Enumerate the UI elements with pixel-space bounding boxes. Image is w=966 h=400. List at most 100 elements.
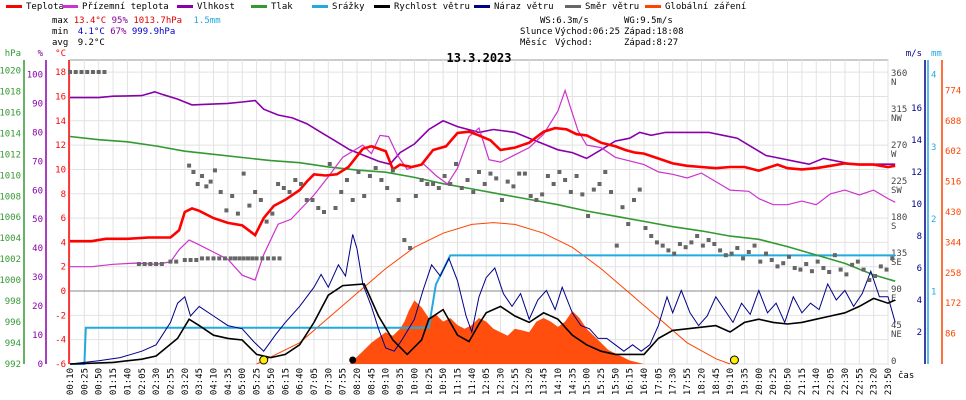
rad-axis-tick: 688 bbox=[945, 117, 961, 127]
wind-dir-point bbox=[322, 210, 327, 214]
stats-min-row: min 4.1°C 67% 999.9hPa bbox=[52, 27, 175, 38]
series-ground-temp bbox=[70, 88, 896, 281]
wind-dir-point bbox=[654, 240, 659, 245]
wind-dir-point bbox=[102, 70, 107, 74]
dir-tick-label: S bbox=[891, 222, 896, 232]
wind-dir-point bbox=[96, 70, 101, 74]
wind-dir-point bbox=[477, 170, 481, 174]
wind-dir-point bbox=[385, 186, 390, 190]
wind-dir-point bbox=[700, 243, 705, 248]
mesic-label: Měsíc bbox=[520, 38, 548, 48]
wind-dir-point bbox=[568, 190, 573, 194]
dir-tick: 270 bbox=[891, 141, 907, 151]
wind-dir-point bbox=[838, 267, 843, 272]
wind-dir-point bbox=[431, 182, 436, 186]
legend-swatch bbox=[645, 5, 661, 8]
wind-dir-point bbox=[68, 70, 72, 74]
plot-frame bbox=[69, 59, 889, 365]
legend-label: Vlhkost bbox=[197, 2, 235, 12]
wind-dir-point bbox=[752, 243, 757, 248]
x-tick: 02:30 bbox=[152, 368, 162, 395]
wind-dir-point bbox=[488, 171, 493, 176]
dir-tick-label: SW bbox=[891, 186, 902, 196]
wind-dir-point bbox=[188, 258, 193, 262]
wind-dir-point bbox=[591, 187, 596, 192]
stats-min-temp: 4.1°C bbox=[77, 27, 105, 37]
wind-dir-point bbox=[683, 245, 688, 250]
legend-swatch bbox=[177, 5, 193, 8]
wind-dir-point bbox=[821, 266, 826, 270]
wind-dir-point bbox=[844, 272, 849, 277]
wind-dir-point bbox=[448, 182, 453, 186]
wind-dir-point bbox=[620, 205, 625, 210]
wind-dir-point bbox=[798, 267, 803, 272]
wind-dir-point bbox=[614, 243, 619, 248]
hpa-axis-tick: 1000 bbox=[0, 276, 21, 286]
wind-dir-point bbox=[890, 256, 895, 261]
legend: Teplota Přízemní teplota Vlhkost Tlak Srážky… bbox=[0, 0, 966, 14]
pct-axis-tick: 0 bbox=[38, 360, 43, 370]
x-tick: 06:40 bbox=[296, 368, 306, 395]
x-tick: 20:25 bbox=[769, 368, 779, 395]
legend-item-2: Vlhkost bbox=[177, 2, 235, 12]
stats-max-rain: 1.5mm bbox=[193, 16, 221, 26]
hpa-axis-tick: 992 bbox=[5, 360, 21, 370]
hpa-axis-tick: 1020 bbox=[0, 66, 21, 76]
hpa-axis-tick: 1014 bbox=[0, 129, 21, 139]
temp-axis-tick: 16 bbox=[55, 92, 66, 102]
wind-dir-point bbox=[597, 182, 602, 186]
wind-dir-point bbox=[454, 162, 459, 166]
x-tick: 05:00 bbox=[238, 368, 248, 395]
wind-dir-point bbox=[228, 256, 233, 261]
wind-dir-point bbox=[850, 262, 855, 267]
wind-dir-point bbox=[660, 243, 665, 248]
wind-dir-point bbox=[631, 198, 636, 202]
ms-axis-unit: m/s bbox=[906, 49, 922, 59]
wind-dir-point bbox=[250, 256, 255, 261]
wind-dir-point bbox=[333, 206, 338, 210]
x-tick: 05:50 bbox=[267, 368, 277, 395]
x-tick: 14:10 bbox=[554, 368, 564, 395]
temp-axis-tick: -4 bbox=[55, 336, 66, 346]
stats-min-hum: 67% bbox=[110, 27, 127, 37]
slunce-vychod: Východ:06:25 bbox=[555, 27, 621, 37]
x-tick: 12:55 bbox=[511, 368, 521, 395]
wg-text: WG:9.5m/s bbox=[624, 16, 673, 26]
mm-axis-tick: 3 bbox=[931, 143, 936, 153]
stats-max-temp: 13.4°C bbox=[73, 16, 107, 26]
legend-item-4: Srážky bbox=[312, 2, 365, 12]
wind-dir-point bbox=[194, 258, 199, 262]
temp-axis-tick: 12 bbox=[55, 141, 66, 151]
wind-dir-point bbox=[408, 246, 413, 250]
wind-dir-point bbox=[809, 269, 814, 274]
series-radiation bbox=[349, 300, 644, 364]
wind-dir-point bbox=[390, 168, 395, 173]
legend-swatch bbox=[62, 5, 78, 8]
dir-tick: 90 bbox=[891, 285, 902, 295]
wind-dir-point bbox=[672, 251, 677, 256]
mm-axis-tick: 1 bbox=[931, 288, 936, 298]
wind-dir-point bbox=[723, 253, 728, 258]
wind-dir-point bbox=[224, 208, 229, 213]
temp-axis-tick: 6 bbox=[61, 214, 66, 224]
x-tick: 10:00 bbox=[410, 368, 420, 395]
wind-dir-point bbox=[781, 261, 786, 266]
wind-dir-point bbox=[563, 178, 568, 182]
legend-swatch bbox=[474, 5, 490, 8]
x-tick: 01:40 bbox=[123, 368, 133, 395]
legend-label: Srážky bbox=[332, 2, 365, 12]
wind-dir-point bbox=[482, 182, 487, 186]
rad-axis-tick: 344 bbox=[945, 238, 961, 248]
rad-axis-tick: 516 bbox=[945, 178, 961, 188]
wind-dir-point bbox=[204, 184, 209, 189]
wind-dir-point bbox=[350, 198, 355, 202]
mesic-vychod: Východ: bbox=[555, 38, 593, 48]
wind-dir-point bbox=[367, 174, 372, 178]
pct-axis-tick: 20 bbox=[32, 302, 43, 312]
x-tick: 22:05 bbox=[827, 368, 837, 395]
stats-min-label: min bbox=[52, 27, 69, 37]
x-tick: 09:35 bbox=[396, 368, 406, 395]
x-tick: 02:05 bbox=[138, 368, 148, 395]
wind-dir-point bbox=[270, 211, 275, 216]
pct-axis-tick: 60 bbox=[32, 186, 43, 196]
